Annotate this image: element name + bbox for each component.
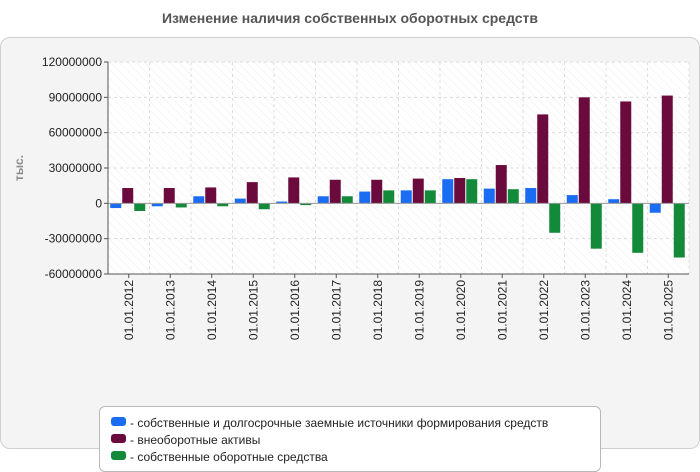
x-tick-label: 01.01.2017	[329, 280, 343, 340]
bar-series2	[329, 179, 341, 204]
legend-label-sources: - собственные и долгосрочные заемные ист…	[130, 415, 549, 430]
legend-item-noncurrent-assets: - внеоборотные активы	[111, 431, 260, 447]
chart-title: Изменение наличия собственных оборотных …	[161, 10, 539, 26]
bar-series3	[673, 203, 685, 258]
bar-series3	[590, 203, 602, 249]
bar-series3	[134, 203, 146, 211]
x-tick-label: 01.01.2023	[578, 280, 592, 340]
bar-series2	[163, 188, 175, 204]
x-tick-label: 01.01.2020	[454, 280, 468, 340]
bar-series2	[371, 179, 383, 204]
bar-series3	[466, 179, 478, 204]
bar-series2	[288, 177, 300, 204]
bar-series1	[193, 196, 205, 204]
bar-series2	[246, 182, 258, 204]
x-tick-label: 01.01.2018	[371, 280, 385, 340]
legend-swatch-noncurrent-assets	[111, 434, 126, 444]
bar-series1	[359, 191, 371, 204]
bar-series3	[217, 203, 229, 207]
bar-series2	[620, 101, 632, 204]
bar-series3	[632, 203, 644, 253]
x-tick-label: 01.01.2016	[288, 280, 302, 340]
x-tick-label: 01.01.2021	[495, 280, 509, 340]
chart-panel: 120000000 90000000 60000000 30000000 0 -30000…	[0, 37, 700, 472]
bar-series1	[525, 188, 537, 204]
chart-canvas: 120000000 90000000 60000000 30000000 0 -30000…	[12, 55, 690, 340]
bar-series1	[317, 196, 329, 204]
bar-series2	[454, 178, 466, 204]
bar-series1	[151, 203, 163, 207]
bar-series1	[234, 198, 246, 204]
y-tick-label: 90000000	[49, 90, 103, 104]
legend-item-sources: - собственные и долгосрочные заемные ист…	[111, 414, 548, 430]
bar-series2	[537, 114, 549, 204]
bar-series2	[661, 95, 673, 204]
y-axis-label: тыс.	[12, 155, 26, 181]
x-tick-label: 01.01.2012	[122, 280, 136, 340]
bar-series3	[424, 190, 436, 204]
legend-swatch-working-capital	[111, 451, 126, 461]
legend-item-working-capital: - собственные оборотные средства	[111, 448, 328, 464]
bar-series2	[412, 178, 424, 204]
bar-series1	[400, 190, 412, 204]
bar-series1	[442, 179, 454, 204]
bar-series3	[300, 203, 312, 206]
legend-label-working-capital: - собственные оборотные средства	[130, 449, 328, 464]
legend-swatch-sources	[111, 417, 126, 427]
bar-series3	[549, 203, 561, 233]
y-tick-label: 0	[95, 196, 102, 210]
bar-series1	[649, 203, 661, 213]
y-tick-label: 120000000	[42, 55, 102, 69]
bar-series3	[383, 190, 395, 204]
y-tick-label: 30000000	[49, 161, 103, 175]
bar-series3	[175, 203, 187, 208]
bar-series2	[578, 97, 590, 204]
bar-series1	[483, 188, 495, 204]
bar-series2	[205, 187, 217, 204]
y-tick-label: 60000000	[49, 126, 103, 140]
y-tick-label: -60000000	[45, 267, 103, 281]
x-tick-label: 01.01.2015	[246, 280, 260, 340]
y-tick-label: -30000000	[45, 232, 103, 246]
bar-series3	[507, 189, 519, 204]
bar-series2	[122, 188, 134, 204]
x-tick-label: 01.01.2025	[661, 280, 675, 340]
bar-series1	[566, 195, 578, 204]
x-tick-label: 01.01.2022	[537, 280, 551, 340]
bar-series1	[608, 199, 620, 204]
bar-series3	[258, 203, 270, 210]
x-tick-label: 01.01.2024	[620, 280, 634, 340]
bar-series3	[341, 196, 353, 204]
x-tick-label: 01.01.2019	[412, 280, 426, 340]
chart-legend: - собственные и долгосрочные заемные ист…	[99, 406, 601, 472]
x-tick-label: 01.01.2014	[205, 280, 219, 340]
bar-series1	[110, 203, 122, 209]
legend-label-noncurrent-assets: - внеоборотные активы	[130, 432, 261, 447]
x-tick-label: 01.01.2013	[163, 280, 177, 340]
bar-series2	[495, 165, 507, 204]
bar-series1	[276, 201, 288, 204]
